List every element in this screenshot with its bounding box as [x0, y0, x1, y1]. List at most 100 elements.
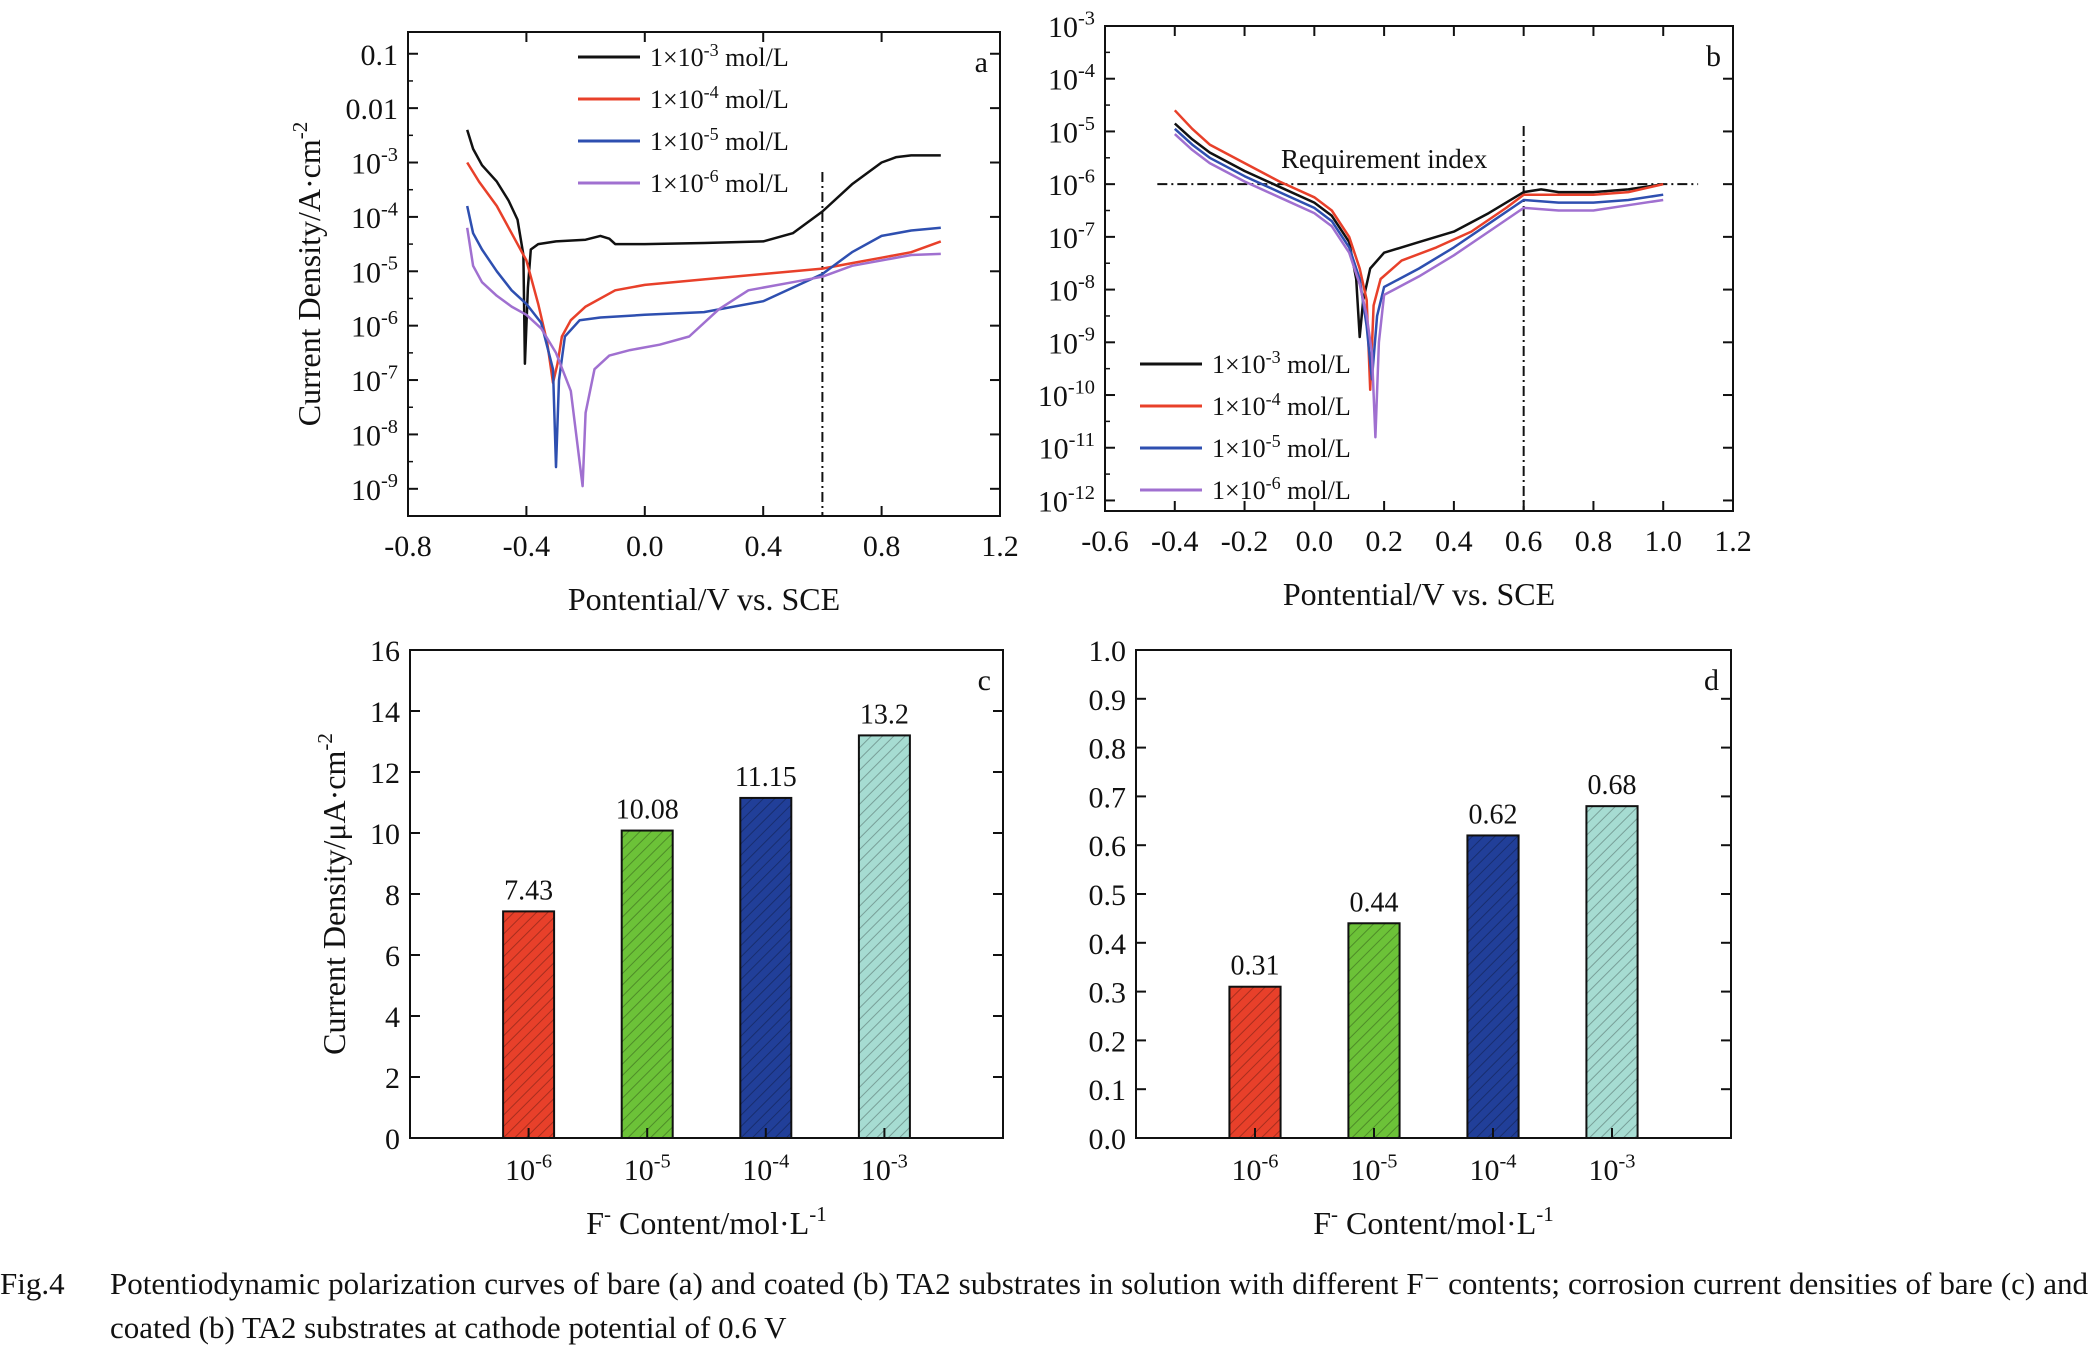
panel-label-b: b	[1706, 40, 1721, 73]
legend-label-sup: -4	[704, 82, 719, 102]
y-tick-label-a-1-base: 0.01	[346, 93, 399, 126]
y-tick-label-b-5-base: 10	[1048, 275, 1078, 308]
y-tick-label-a-7-sup: -8	[381, 416, 398, 438]
y-tick-label-a-7-base: 10	[351, 419, 381, 452]
legend-label-base: 1×10	[1212, 476, 1266, 505]
y-tick-label-a-3-base: 10	[351, 202, 381, 235]
y-tick-label-a-7: 10-8	[351, 416, 398, 453]
legend-label-a-0: 1×10-3 mol/L	[650, 40, 789, 72]
panel-a-polarization-bare: -0.8 -0.4 0.0 0.4 0.8 1.20.10.0110-310-410-51…	[288, 31, 1019, 617]
x-tick-label-c-3: 10-3	[861, 1150, 908, 1187]
series-line-b-3	[1173, 133, 1664, 439]
x-tick-label-b-3: 0.0	[1296, 525, 1334, 558]
plot-frame-a	[407, 31, 1001, 517]
legend-label-sup: -5	[704, 124, 719, 144]
y-tick-label-b-7-sup: -10	[1068, 376, 1095, 398]
legend-label-a-2: 1×10-5 mol/L	[650, 124, 789, 156]
legend-label-base: 1×10	[1212, 392, 1266, 421]
legend-b: 1×10-3 mol/L1×10-4 mol/L1×10-5 mol/L1×10…	[1140, 347, 1351, 505]
y-tick-label-d-5: 0.5	[1089, 879, 1127, 912]
x-tick-label-a-2: 0.0	[626, 530, 664, 563]
legend-label-unit: mol/L	[719, 127, 789, 156]
y-tick-label-d-2: 0.2	[1089, 1025, 1127, 1058]
x-tick-label-c-0: 10-6	[505, 1150, 552, 1187]
legend-label-base: 1×10	[1212, 434, 1266, 463]
y-tick-label-b-6-sup: -9	[1078, 324, 1095, 346]
legend-label-unit: mol/L	[1281, 434, 1351, 463]
x-axis-label-rest: Content/mol·L	[1338, 1205, 1536, 1241]
y-tick-label-d-10: 1.0	[1089, 635, 1127, 668]
panel-d-current-density-coated: 0.00.10.20.30.40.50.60.70.80.91.00.3110-…	[1089, 635, 1732, 1241]
y-tick-label-a-6-sup: -7	[381, 361, 398, 383]
x-axis-label-part: F	[586, 1205, 604, 1241]
y-tick-label-d-3: 0.3	[1089, 977, 1127, 1010]
x-tick-label-b-7: 0.8	[1575, 525, 1613, 558]
y-tick-label-a-8-sup: -9	[381, 470, 398, 492]
y-tick-label-b-2-sup: -5	[1078, 113, 1095, 135]
legend-label-sup: -5	[1266, 431, 1281, 451]
x-tick-label-c-1-base: 10	[624, 1154, 654, 1187]
y-tick-label-b-7: 10-10	[1038, 376, 1095, 413]
y-tick-label-d-4: 0.4	[1089, 928, 1127, 961]
y-tick-label-b-9-sup: -12	[1068, 482, 1095, 504]
y-tick-label-b-3: 10-6	[1048, 166, 1095, 203]
y-tick-label-b-2-base: 10	[1048, 116, 1078, 149]
y-tick-label-c-7: 14	[370, 696, 400, 729]
y-tick-label-b-1-base: 10	[1048, 64, 1078, 97]
series-line-b-0	[1173, 122, 1664, 339]
x-tick-label-b-8: 1.0	[1644, 525, 1682, 558]
bar-hatch-c-2	[740, 797, 792, 1138]
y-tick-label-a-2-sup: -3	[381, 144, 398, 166]
y-tick-label-a-0: 0.1	[361, 39, 399, 72]
y-tick-label-d-0: 0.0	[1089, 1123, 1127, 1156]
legend-label-base: 1×10	[1212, 350, 1266, 379]
y-axis-label-sup: -2	[313, 733, 337, 751]
x-tick-label-d-3-base: 10	[1589, 1154, 1619, 1187]
x-tick-label-c-0-sup: -6	[535, 1150, 552, 1172]
y-tick-label-a-3-sup: -4	[381, 198, 398, 220]
y-tick-label-a-1: 0.01	[346, 93, 399, 126]
legend-label-sup: -3	[1266, 347, 1281, 367]
y-tick-label-d-7: 0.7	[1089, 781, 1127, 814]
y-tick-label-b-0-sup: -3	[1078, 7, 1095, 29]
x-tick-label-c-3-sup: -3	[891, 1150, 908, 1172]
plot-frame-d	[1135, 649, 1732, 1139]
y-tick-label-a-2: 10-3	[351, 144, 398, 181]
legend-label-base: 1×10	[650, 127, 704, 156]
legend-label-a-1: 1×10-4 mol/L	[650, 82, 789, 114]
y-axis-label-c: Current Density/μA·cm-2	[313, 733, 352, 1055]
x-tick-label-b-0: -0.6	[1081, 525, 1129, 558]
y-tick-label-c-6: 12	[370, 757, 400, 790]
y-tick-label-b-1: 10-4	[1048, 60, 1095, 97]
y-tick-label-a-5-base: 10	[351, 311, 381, 344]
x-axis-label-c: F- Content/mol·L-1	[586, 1202, 827, 1241]
panel-label-d: d	[1704, 664, 1719, 697]
bar-value-label-d-3: 0.68	[1588, 770, 1637, 801]
legend-a: 1×10-3 mol/L1×10-4 mol/L1×10-5 mol/L1×10…	[578, 40, 789, 198]
y-tick-label-b-2: 10-5	[1048, 113, 1095, 150]
y-axis-label-base: Current Density/μA·cm	[316, 751, 352, 1055]
x-tick-label-c-3-base: 10	[861, 1154, 891, 1187]
legend-label-base: 1×10	[650, 85, 704, 114]
x-tick-label-c-1: 10-5	[624, 1150, 671, 1187]
bar-value-label-c-1: 10.08	[616, 795, 679, 826]
y-tick-label-a-4-sup: -5	[381, 253, 398, 275]
x-tick-label-a-3: 0.4	[744, 530, 782, 563]
y-tick-label-b-5: 10-8	[1048, 271, 1095, 308]
x-tick-label-c-2-sup: -4	[772, 1150, 789, 1172]
x-axis-label-sup: -	[1331, 1202, 1338, 1226]
series-line-a-1	[466, 161, 942, 385]
bar-value-label-d-1: 0.44	[1350, 887, 1399, 918]
x-axis-label-sup2: -1	[1536, 1202, 1554, 1226]
panel-label-a: a	[975, 46, 988, 79]
y-tick-label-c-3: 6	[385, 940, 400, 973]
series-line-a-2	[465, 205, 941, 469]
bar-value-label-d-2: 0.62	[1469, 799, 1518, 830]
bar-hatch-d-2	[1467, 835, 1519, 1138]
x-tick-label-c-1-sup: -5	[654, 1150, 671, 1172]
x-tick-label-d-1: 10-5	[1351, 1150, 1398, 1187]
bar-hatch-d-1	[1348, 923, 1400, 1138]
y-tick-label-a-5: 10-6	[351, 307, 398, 344]
series-line-a-3	[465, 227, 941, 488]
